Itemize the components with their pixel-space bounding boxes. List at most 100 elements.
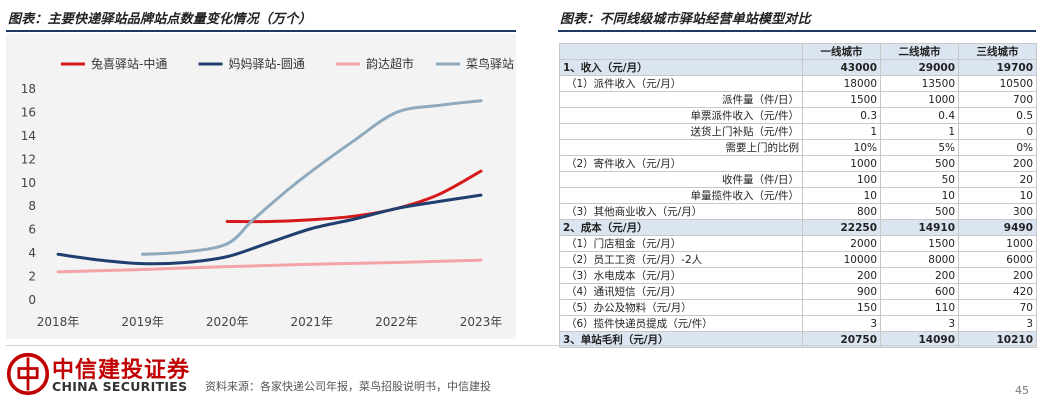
cell-value: 10 xyxy=(880,187,959,204)
table-row: （5）办公及物料（元/月） 150 110 70 xyxy=(559,299,1037,316)
row-label: 3、单站毛利（元/月） xyxy=(559,331,803,348)
y-tick-label: 14 xyxy=(21,129,36,143)
cell-value: 0.5 xyxy=(958,107,1037,124)
cell-value: 9490 xyxy=(958,219,1037,236)
series-line xyxy=(56,258,483,274)
source-note: 资料来源：各家快递公司年报，菜鸟招股说明书，中信建投 xyxy=(205,380,491,393)
series-line xyxy=(225,169,483,224)
station-model-table: 一线城市 二线城市 三线城市 1、收入（元/月） 43000 29000 19700 （1）… xyxy=(559,43,1037,348)
row-label: 需要上门的比例 xyxy=(559,139,803,156)
cell-value: 200 xyxy=(958,267,1037,284)
cell-value: 1000 xyxy=(958,235,1037,252)
table-row: （3）其他商业收入（元/月） 800 500 300 xyxy=(559,203,1037,220)
y-tick-label: 0 xyxy=(28,293,36,307)
y-tick-label: 8 xyxy=(28,199,36,213)
x-tick-label: 2022年 xyxy=(375,315,418,329)
cell-value: 100 xyxy=(802,171,881,188)
legend-label: 妈妈驿站-圆通 xyxy=(229,57,305,71)
cell-value: 10 xyxy=(802,187,881,204)
cell-value: 200 xyxy=(958,155,1037,172)
cell-value: 18000 xyxy=(802,75,881,92)
cell-value: 150 xyxy=(802,299,881,316)
cell-value: 1000 xyxy=(880,91,959,108)
cell-value: 300 xyxy=(958,203,1037,220)
cell-value: 10210 xyxy=(958,331,1037,348)
left-chart-title: 图表：主要快递驿站品牌站点数量变化情况（万个） xyxy=(8,12,312,27)
table-header-row: 一线城市 二线城市 三线城市 xyxy=(559,43,1037,60)
cell-value: 29000 xyxy=(880,59,959,76)
cell-value: 420 xyxy=(958,283,1037,300)
row-label: （2）员工工资（元/月）-2人 xyxy=(559,251,803,268)
row-label: 2、成本（元/月） xyxy=(559,219,803,236)
row-label: （5）办公及物料（元/月） xyxy=(559,299,803,316)
cell-value: 20750 xyxy=(802,331,881,348)
y-tick-label: 4 xyxy=(28,246,36,260)
table-row: 需要上门的比例 10% 5% 0% xyxy=(559,139,1037,156)
cell-value: 14910 xyxy=(880,219,959,236)
brand-name-en: CHINA SECURITIES xyxy=(52,379,188,394)
cell-value: 500 xyxy=(880,155,959,172)
cell-value: 14090 xyxy=(880,331,959,348)
right-table-title: 图表：不同线级城市驿站经营单站模型对比 xyxy=(560,12,811,27)
table-row: （1）门店租金（元/月） 2000 1500 1000 xyxy=(559,235,1037,252)
header-blank xyxy=(559,43,803,60)
cell-value: 0.4 xyxy=(880,107,959,124)
cell-value: 200 xyxy=(802,267,881,284)
cell-value: 110 xyxy=(880,299,959,316)
cell-value: 13500 xyxy=(880,75,959,92)
row-label: 收件量（件/日） xyxy=(559,171,803,188)
y-tick-label: 16 xyxy=(21,105,36,119)
cell-value: 2000 xyxy=(802,235,881,252)
footer-divider xyxy=(6,345,1036,346)
cell-value: 1 xyxy=(880,123,959,140)
cell-value: 500 xyxy=(880,203,959,220)
cell-value: 3 xyxy=(802,315,881,332)
brand-name-cn: 中信建投证券 xyxy=(52,358,191,383)
row-label: 1、收入（元/月） xyxy=(559,59,803,76)
row-label: （1）门店租金（元/月） xyxy=(559,235,803,252)
row-label: 单票派件收入（元/件） xyxy=(559,107,803,124)
series-line xyxy=(56,193,483,266)
cell-value: 3 xyxy=(880,315,959,332)
cell-value: 20 xyxy=(958,171,1037,188)
cell-value: 6000 xyxy=(958,251,1037,268)
row-label: （1）派件收入（元/月） xyxy=(559,75,803,92)
table-row: 收件量（件/日） 100 50 20 xyxy=(559,171,1037,188)
x-tick-label: 2020年 xyxy=(206,315,249,329)
cell-value: 0 xyxy=(958,123,1037,140)
x-tick-label: 2021年 xyxy=(291,315,334,329)
cell-value: 10500 xyxy=(958,75,1037,92)
table-row: （3）水电成本（元/月） 200 200 200 xyxy=(559,267,1037,284)
cell-value: 10% xyxy=(802,139,881,156)
line-chart-panel: 0 2 4 6 8 10 12 14 16 18 2018年 2019年 2020年 2021年 2022年… xyxy=(6,34,516,339)
cell-value: 70 xyxy=(958,299,1037,316)
row-label: 送货上门补贴（元/件） xyxy=(559,123,803,140)
table-row: 单票派件收入（元/件） 0.3 0.4 0.5 xyxy=(559,107,1037,124)
row-label: （2）寄件收入（元/月） xyxy=(559,155,803,172)
cell-value: 0% xyxy=(958,139,1037,156)
series-line xyxy=(141,99,483,256)
cell-value: 8000 xyxy=(880,251,959,268)
cell-value: 600 xyxy=(880,283,959,300)
table-row: 派件量（件/日） 1500 1000 700 xyxy=(559,91,1037,108)
x-tick-label: 2018年 xyxy=(37,315,80,329)
y-tick-label: 2 xyxy=(28,270,36,284)
row-label: 派件量（件/日） xyxy=(559,91,803,108)
row-label: （6）揽件快递员提成（元/件） xyxy=(559,315,803,332)
cell-value: 900 xyxy=(802,283,881,300)
right-title-rule xyxy=(558,30,1036,32)
cell-value: 0.3 xyxy=(802,107,881,124)
x-tick-label: 2019年 xyxy=(121,315,164,329)
table-row: 2、成本（元/月） 22250 14910 9490 xyxy=(559,219,1037,236)
cell-value: 1500 xyxy=(880,235,959,252)
cell-value: 800 xyxy=(802,203,881,220)
y-tick-label: 18 xyxy=(21,82,36,96)
column-header: 一线城市 xyxy=(802,43,881,60)
cell-value: 50 xyxy=(880,171,959,188)
cell-value: 3 xyxy=(958,315,1037,332)
table-row: （6）揽件快递员提成（元/件） 3 3 3 xyxy=(559,315,1037,332)
row-label: （3）水电成本（元/月） xyxy=(559,267,803,284)
legend-label: 菜鸟驿站 xyxy=(466,56,514,71)
row-label: 单量揽件收入（元/件） xyxy=(559,187,803,204)
column-header: 三线城市 xyxy=(958,43,1037,60)
